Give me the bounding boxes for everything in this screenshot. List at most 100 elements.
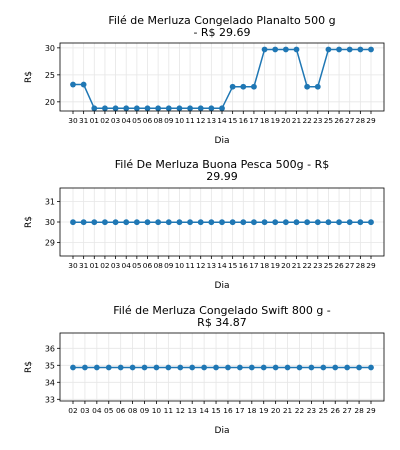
plot-area-frame bbox=[59, 42, 385, 112]
x-tick-label: 01 bbox=[90, 261, 100, 270]
x-tick-label: 06 bbox=[143, 261, 153, 270]
x-tick-label: 14 bbox=[217, 261, 227, 270]
data-point bbox=[70, 219, 76, 226]
x-tick-label: 16 bbox=[239, 116, 249, 125]
x-tick-label: 05 bbox=[132, 261, 142, 270]
plot-area-frame bbox=[59, 332, 385, 402]
data-point bbox=[368, 219, 374, 226]
data-point bbox=[208, 219, 215, 226]
x-tick-label: 14 bbox=[199, 406, 209, 415]
data-point bbox=[336, 46, 342, 53]
chart-title-line1: Filé de Merluza Congelado Swift 800 g - bbox=[113, 304, 331, 317]
data-point bbox=[176, 105, 183, 112]
x-tick-label: 05 bbox=[132, 116, 142, 125]
x-tick-label: 06 bbox=[116, 406, 126, 415]
x-tick-label: 28 bbox=[356, 261, 366, 270]
data-point bbox=[165, 364, 172, 371]
x-tick-label: 25 bbox=[324, 116, 334, 125]
data-point bbox=[213, 364, 219, 371]
data-point bbox=[102, 105, 108, 112]
y-tick-label: 30 bbox=[45, 44, 55, 53]
x-axis-label: Dia bbox=[215, 426, 230, 436]
chart-planalto: Filé de Merluza Congelado Planalto 500 g… bbox=[24, 14, 385, 146]
data-point bbox=[308, 364, 315, 371]
data-point bbox=[144, 219, 151, 226]
data-point bbox=[91, 105, 98, 112]
data-point bbox=[344, 364, 351, 371]
x-tick-label: 14 bbox=[217, 116, 227, 125]
x-tick-label: 04 bbox=[122, 116, 132, 125]
x-tick-label: 29 bbox=[366, 406, 376, 415]
y-axis-label: R$ bbox=[24, 71, 34, 83]
data-point bbox=[296, 364, 303, 371]
data-point bbox=[314, 219, 321, 226]
data-point bbox=[229, 219, 236, 226]
x-tick-label: 13 bbox=[187, 406, 197, 415]
data-point bbox=[320, 364, 327, 371]
x-tick-label: 17 bbox=[235, 406, 245, 415]
data-point bbox=[272, 46, 279, 53]
data-point bbox=[236, 364, 243, 371]
data-point bbox=[368, 364, 374, 371]
x-tick-label: 22 bbox=[295, 406, 304, 415]
data-point bbox=[272, 219, 279, 226]
chart-title-line1: Filé De Merluza Buona Pesca 500g - R$ bbox=[115, 158, 330, 171]
data-point bbox=[105, 364, 112, 371]
x-tick-label: 18 bbox=[247, 406, 257, 415]
data-point bbox=[144, 105, 151, 112]
data-point bbox=[177, 364, 184, 371]
data-point bbox=[102, 219, 108, 226]
x-tick-label: 26 bbox=[334, 116, 344, 125]
data-point bbox=[219, 105, 225, 112]
data-point bbox=[165, 105, 172, 112]
x-tick-label: 12 bbox=[176, 406, 185, 415]
x-tick-label: 20 bbox=[281, 116, 291, 125]
x-tick-label: 08 bbox=[153, 116, 163, 125]
x-tick-label: 13 bbox=[207, 261, 217, 270]
data-point bbox=[187, 105, 193, 112]
data-point bbox=[80, 81, 87, 88]
data-point bbox=[197, 105, 204, 112]
data-point bbox=[133, 219, 140, 226]
x-tick-label: 21 bbox=[292, 261, 302, 270]
x-tick-label: 08 bbox=[153, 261, 163, 270]
y-tick-label: 20 bbox=[45, 98, 55, 107]
chart-title-line2: - R$ 29.69 bbox=[193, 26, 250, 39]
data-point bbox=[219, 219, 225, 226]
y-tick-label: 30 bbox=[45, 218, 55, 227]
x-tick-label: 26 bbox=[334, 261, 344, 270]
y-tick-label: 33 bbox=[45, 395, 55, 404]
x-tick-label: 04 bbox=[122, 261, 132, 270]
x-tick-label: 10 bbox=[152, 406, 162, 415]
x-tick-label: 26 bbox=[331, 406, 341, 415]
x-tick-label: 10 bbox=[175, 261, 185, 270]
data-point bbox=[336, 219, 342, 226]
x-tick-label: 23 bbox=[313, 261, 323, 270]
data-point bbox=[282, 46, 289, 53]
data-point bbox=[112, 219, 119, 226]
x-tick-label: 10 bbox=[175, 116, 185, 125]
x-tick-label: 15 bbox=[228, 116, 238, 125]
x-tick-label: 19 bbox=[259, 406, 269, 415]
data-point bbox=[208, 105, 215, 112]
data-point bbox=[240, 83, 247, 90]
data-point bbox=[112, 105, 119, 112]
data-point bbox=[346, 46, 353, 53]
data-point bbox=[304, 219, 311, 226]
data-point bbox=[93, 364, 100, 371]
x-tick-label: 03 bbox=[80, 406, 90, 415]
data-point bbox=[197, 219, 204, 226]
data-point bbox=[189, 364, 196, 371]
x-tick-label: 08 bbox=[128, 406, 138, 415]
data-point bbox=[240, 219, 247, 226]
data-point bbox=[187, 219, 193, 226]
data-point bbox=[70, 364, 76, 371]
x-tick-label: 30 bbox=[68, 261, 78, 270]
y-tick-label: 35 bbox=[45, 361, 55, 370]
y-tick-label: 31 bbox=[45, 197, 55, 206]
data-point bbox=[357, 219, 364, 226]
data-point bbox=[229, 83, 236, 90]
data-point bbox=[368, 46, 374, 53]
x-tick-label: 04 bbox=[92, 406, 102, 415]
